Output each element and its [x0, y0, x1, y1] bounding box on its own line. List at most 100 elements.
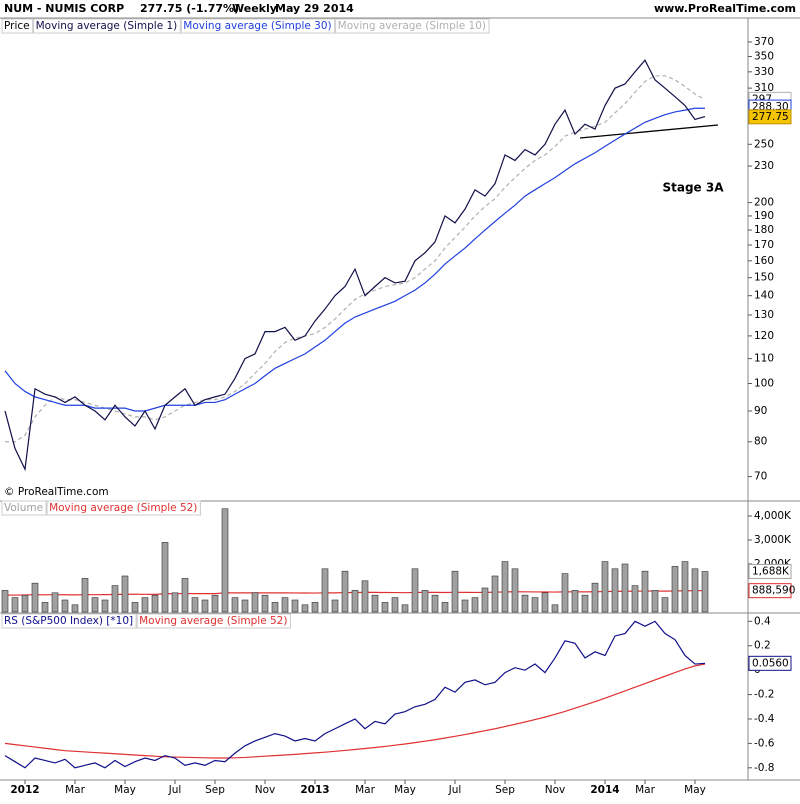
- bar: [571, 590, 579, 613]
- x-tick-label: Jul: [168, 784, 182, 796]
- bar: [491, 575, 499, 613]
- bar: [351, 590, 359, 613]
- bar: [31, 582, 39, 613]
- bar: [331, 599, 339, 613]
- value-tag: [748, 655, 792, 671]
- bar: [221, 508, 229, 613]
- bar: [101, 599, 109, 613]
- date: May 29 2014: [275, 2, 354, 15]
- y-tick-label: 160: [754, 255, 774, 267]
- bar: [481, 587, 489, 613]
- site: www.ProRealTime.com: [654, 2, 796, 15]
- bar: [471, 597, 479, 613]
- bar: [611, 568, 619, 613]
- bar: [411, 568, 419, 613]
- y-tick-label: 250: [754, 138, 774, 150]
- legend-label: Volume: [4, 502, 43, 514]
- y-tick-label: 4,000K: [754, 510, 792, 522]
- y-tick-label: 3,000K: [754, 534, 792, 546]
- bar: [701, 571, 709, 613]
- bar: [291, 599, 299, 613]
- x-tick-label: May: [114, 784, 136, 796]
- y-tick-label: 110: [754, 353, 774, 365]
- bar: [271, 602, 279, 613]
- x-tick-label: 2013: [300, 784, 329, 796]
- bar: [261, 594, 269, 613]
- y-tick-label: 310: [754, 82, 774, 94]
- bar: [251, 592, 259, 613]
- bar: [421, 590, 429, 613]
- bar: [121, 575, 129, 613]
- legend-box: [335, 18, 490, 34]
- bar: [281, 597, 289, 613]
- bar: [661, 597, 669, 613]
- x-tick-label: Mar: [635, 784, 655, 796]
- y-tick-label: 180: [754, 224, 774, 236]
- legend-box: [33, 18, 181, 34]
- legend-label: Price: [4, 20, 30, 32]
- bar: [361, 580, 369, 613]
- bar: [371, 594, 379, 613]
- x-tick-label: 2012: [10, 784, 39, 796]
- series-line: [4, 59, 706, 472]
- value-tag-label: 277.75: [752, 111, 789, 123]
- bar: [1, 590, 9, 613]
- y-tick-label: -0.2: [754, 689, 775, 701]
- bar: [321, 568, 329, 613]
- y-tick-label: 200: [754, 197, 774, 209]
- y-tick-label: 80: [754, 436, 767, 448]
- legend-box: [180, 18, 336, 34]
- bar: [441, 602, 449, 613]
- bar: [521, 594, 529, 613]
- legend-label: Moving average (Simple 10): [338, 20, 486, 32]
- bar: [131, 602, 139, 613]
- bar: [311, 602, 319, 613]
- annotation: Stage 3A: [662, 181, 724, 195]
- y-tick-label: 130: [754, 309, 774, 321]
- bar: [201, 599, 209, 613]
- y-tick-label: 0.2: [754, 640, 771, 652]
- value-tag: [748, 583, 792, 599]
- y-tick-label: 190: [754, 210, 774, 222]
- bar: [461, 599, 469, 613]
- x-tick-label: Nov: [255, 784, 276, 796]
- bar: [501, 561, 509, 613]
- bar: [451, 570, 459, 613]
- x-tick-label: May: [684, 784, 706, 796]
- bar: [641, 570, 649, 613]
- y-tick-label: -0.4: [754, 713, 775, 725]
- y-tick-label: 140: [754, 290, 774, 302]
- bar: [241, 599, 249, 613]
- period: Weekly: [232, 2, 277, 15]
- bar: [51, 592, 59, 613]
- bar: [511, 568, 519, 613]
- bar: [211, 594, 219, 613]
- quote: 277.75 (-1.77%): [140, 2, 239, 15]
- bar: [111, 585, 119, 613]
- legend-box: [136, 613, 291, 629]
- bar: [191, 597, 199, 613]
- x-tick-label: Mar: [355, 784, 375, 796]
- bar: [581, 594, 589, 613]
- x-tick-label: May: [394, 784, 416, 796]
- bar: [301, 604, 309, 613]
- bar: [541, 592, 549, 613]
- series-line: [4, 620, 706, 769]
- bar: [431, 594, 439, 613]
- y-tick-label: 350: [754, 50, 774, 62]
- y-tick-label: 120: [754, 330, 774, 342]
- bar: [561, 573, 569, 613]
- bar: [41, 602, 49, 613]
- y-tick-label: 230: [754, 160, 774, 172]
- bar: [171, 592, 179, 613]
- legend-label: RS (S&P500 Index) [*10]: [4, 615, 133, 627]
- bar: [81, 578, 89, 613]
- x-tick-label: Sep: [495, 784, 515, 796]
- legend-box: [1, 613, 137, 629]
- bar: [391, 597, 399, 613]
- bar: [161, 542, 169, 613]
- y-tick-label: 150: [754, 272, 774, 284]
- x-tick-label: Sep: [205, 784, 225, 796]
- value-tag-label: 888,590: [752, 585, 795, 597]
